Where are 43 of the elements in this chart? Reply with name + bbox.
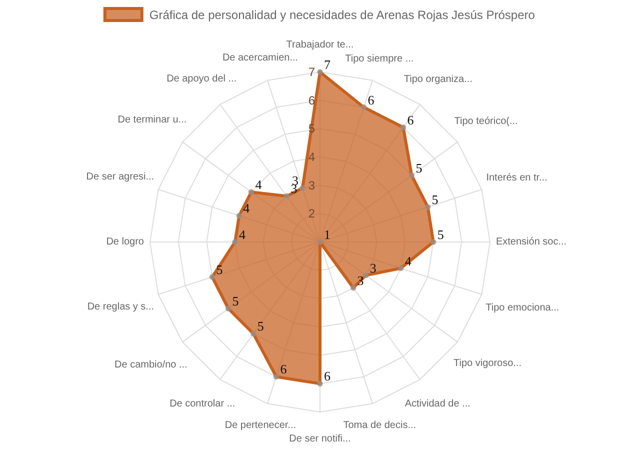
spoke-label: Tipo vigoroso... [453, 358, 522, 370]
data-label: 4 [404, 253, 412, 268]
data-label: 5 [216, 262, 223, 278]
data-label: 5 [437, 227, 444, 242]
spoke-label: Tipo emociona... [486, 302, 560, 314]
spoke-label: De terminar u... [118, 114, 187, 126]
data-label: 7 [324, 57, 331, 72]
spoke-label: Trabajador te... [286, 40, 354, 50]
spoke-label: Interés en tr... [486, 172, 548, 184]
data-label: 6 [280, 362, 288, 377]
spoke-label: Tipo teórico(... [454, 116, 518, 127]
data-label: 4 [243, 200, 250, 216]
spoke-label: De pertenecer... [224, 420, 296, 431]
data-label: 6 [368, 92, 375, 108]
y-tick-label: 4 [308, 150, 316, 164]
spoke-label: De controlar ... [170, 398, 236, 410]
spoke-label: De logro [106, 236, 144, 248]
y-tick-label: 2 [308, 206, 316, 221]
y-tick-label: 6 [308, 93, 316, 108]
data-label: 3 [370, 260, 376, 276]
spoke-label: Toma de decis... [343, 420, 416, 432]
data-label: 4 [255, 177, 262, 192]
spoke-label: De cambio/no ... [114, 359, 188, 370]
spoke-label: De reglas y s... [87, 301, 154, 312]
spoke-label: Extensión soc... [496, 236, 567, 248]
spoke-label: De acercamien... [222, 52, 298, 64]
data-label: 5 [257, 318, 264, 334]
y-tick-label: 3 [308, 178, 316, 192]
spoke-label: De apoyo del ... [166, 74, 237, 85]
spoke-label: Actividad de ... [404, 398, 470, 410]
data-label: 6 [407, 112, 414, 128]
spoke-label: Tipo siempre ... [345, 54, 414, 65]
data-label: 1 [324, 227, 330, 242]
data-label: 5 [232, 294, 239, 309]
data-label: 6 [324, 368, 331, 384]
data-label: 5 [432, 192, 438, 207]
data-label: 5 [416, 160, 422, 176]
spoke-label: Tipo organiza... [404, 74, 472, 85]
data-label: 4 [239, 227, 246, 242]
spoke-label: De ser agresi... [86, 172, 154, 183]
y-tick-label: 7 [308, 65, 316, 79]
legend-label: Gráfica de personalidad y necesidades de Arenas Rojas Jesús Próspero [149, 8, 536, 22]
spoke-label: De ser notifi... [289, 434, 351, 444]
